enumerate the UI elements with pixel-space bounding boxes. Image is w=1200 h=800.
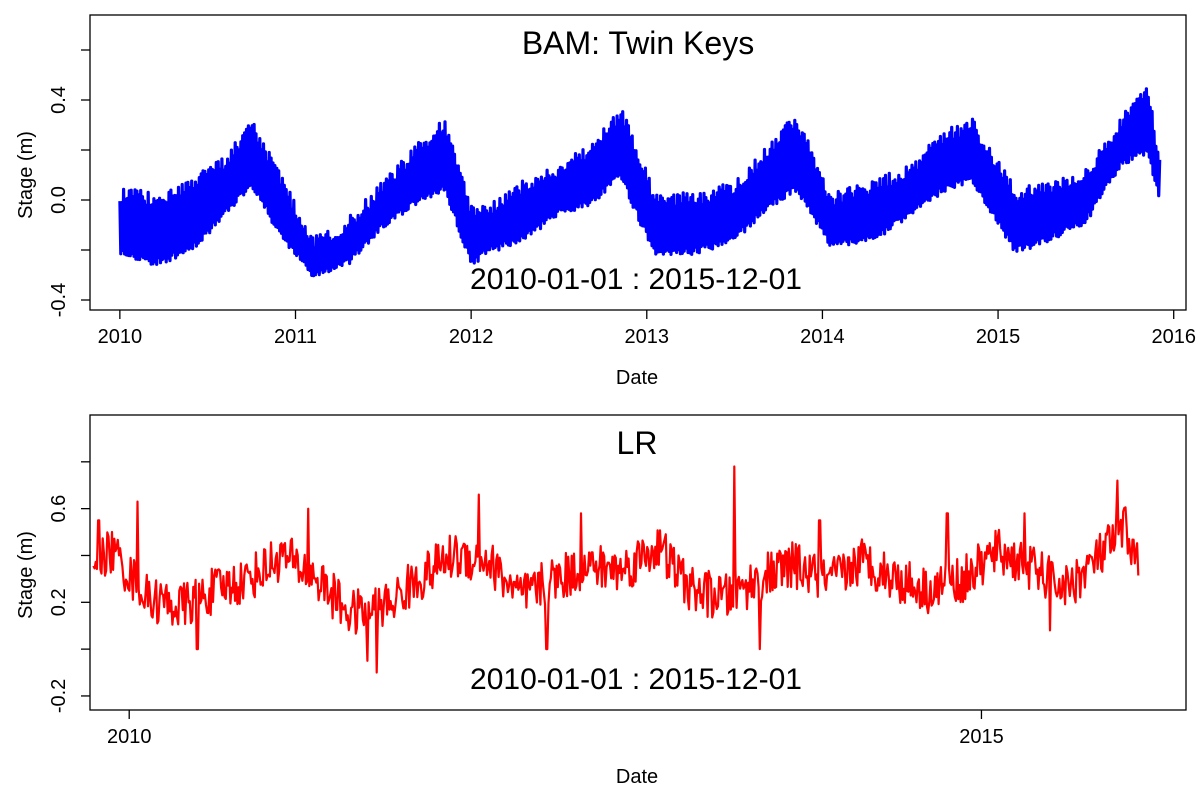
y-axis-title: Stage (m) (15, 131, 37, 219)
x-axis: 2010 2015 (107, 710, 1004, 748)
series-line (92, 465, 1140, 674)
series-layer (118, 87, 1162, 278)
date-range-label: 2010-01-01 : 2015-12-01 (470, 663, 802, 696)
x-tick-label: 2015 (959, 726, 1004, 748)
x-tick-label: 2011 (274, 326, 317, 348)
chart-title: BAM: Twin Keys (522, 25, 754, 61)
x-tick-label: 2015 (976, 326, 1021, 348)
y-tick-label: 0.2 (48, 588, 70, 616)
x-axis: 2010 2011 2012 2013 2014 2015 2016 (98, 310, 1196, 348)
series-layer (92, 465, 1140, 674)
y-tick-label: 0.4 (48, 86, 70, 114)
chart-panel-bam-twin-keys: 2010 2011 2012 2013 2014 2015 2016 -0.40.00.4 … (15, 14, 1196, 389)
series-line (118, 87, 1162, 278)
y-tick-label: -0.2 (48, 679, 70, 713)
y-tick-label: -0.4 (48, 283, 70, 317)
x-tick-label: 2016 (1151, 326, 1196, 348)
x-tick-label: 2010 (107, 726, 152, 748)
plot-frame (89, 414, 1187, 711)
plot-frame (89, 14, 1187, 311)
y-axis: -0.2 0.2 0.6 (48, 461, 90, 713)
x-tick-label: 2013 (625, 326, 670, 348)
chart-title: LR (617, 425, 658, 461)
y-tick-label: 0.0 (48, 186, 70, 214)
chart-panel-lr: 2010 2015 -0.2 0.2 0.6 LR 2010-01-01 : 2015… (15, 414, 1187, 788)
y-tick-label: 0.6 (48, 495, 70, 523)
y-axis: -0.4 0.0 0.4 (48, 49, 90, 317)
x-tick-label: 2012 (449, 326, 494, 348)
x-axis-title: Date (616, 367, 658, 389)
y-axis-title: Stage (m) (15, 531, 37, 619)
date-range-label: 2010-01-01 : 2015-12-01 (470, 263, 802, 296)
x-tick-label: 2014 (800, 326, 845, 348)
x-tick-label: 2010 (98, 326, 143, 348)
x-axis-title: Date (616, 766, 658, 788)
